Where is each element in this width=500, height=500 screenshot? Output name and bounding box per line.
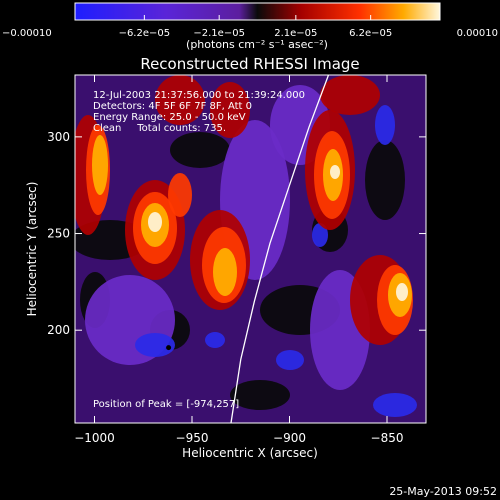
heatmap-blob bbox=[396, 283, 408, 301]
colorbar-tick-label: 2.1e−05 bbox=[274, 28, 317, 39]
annotation-peak-position: Position of Peak = [-974,257] bbox=[93, 399, 239, 410]
heatmap-blob bbox=[170, 132, 230, 168]
heatmap-blob bbox=[365, 140, 405, 220]
solar-limb-curve bbox=[230, 75, 330, 423]
heatmap-blob bbox=[320, 75, 380, 115]
heatmap-blob bbox=[330, 165, 340, 179]
colorbar-ticks bbox=[74, 15, 441, 20]
heatmap-blob bbox=[155, 75, 205, 125]
annotation-detectors: Detectors: 4F 5F 6F 7F 8F, Att 0 bbox=[93, 101, 252, 112]
heatmap-blob bbox=[205, 332, 225, 348]
x-axis-tick-label: −900 bbox=[273, 431, 306, 445]
annotation-energy-range: Energy Range: 25.0 - 50.0 keV bbox=[93, 112, 246, 123]
colorbar-tick-label: −6.2e−05 bbox=[119, 28, 171, 39]
colorbar-tick-label: 6.2e−05 bbox=[349, 28, 392, 39]
heatmap-blob bbox=[210, 82, 250, 138]
y-axis-ticks: 200 250 300 bbox=[47, 130, 426, 337]
x-axis-ticks: −1000 −950 −900 −850 bbox=[74, 75, 403, 445]
y-axis-tick-label: 200 bbox=[47, 323, 70, 337]
heatmap-blob bbox=[375, 105, 395, 145]
colorbar-gradient bbox=[74, 2, 441, 21]
colorbar-units-label: (photons cm⁻² s⁻¹ asec⁻²) bbox=[186, 38, 328, 51]
heatmap-blobs bbox=[75, 75, 417, 417]
x-axis-label: Heliocentric X (arcsec) bbox=[182, 446, 318, 460]
chart-title: Reconstructed RHESSI Image bbox=[140, 55, 359, 73]
colorbar-tick-label: 0.00010 bbox=[457, 28, 498, 39]
y-axis-tick-label: 300 bbox=[47, 130, 70, 144]
y-axis-tick-label: 250 bbox=[47, 227, 70, 241]
colorbar: −0.00010 −6.2e−05 −2.1e−05 2.1e−05 6.2e−05 0.… bbox=[2, 2, 498, 51]
x-axis-tick-label: −1000 bbox=[74, 431, 115, 445]
image-annotations: 12-Jul-2003 21:37:56.000 to 21:39:24.000… bbox=[93, 90, 305, 410]
peak-marker bbox=[166, 345, 172, 351]
footer-date: 25-May-2013 09:52 bbox=[389, 485, 497, 498]
heatmap-blob bbox=[312, 223, 328, 247]
plot-frame bbox=[74, 74, 427, 424]
heatmap-blob bbox=[373, 393, 417, 417]
heatmap-blob bbox=[135, 333, 175, 357]
heatmap-blob bbox=[148, 212, 162, 232]
x-axis-tick-label: −950 bbox=[176, 431, 209, 445]
heatmap-blob bbox=[276, 350, 304, 370]
x-axis-tick-label: −850 bbox=[371, 431, 404, 445]
heatmap-blob bbox=[92, 135, 108, 195]
colorbar-tick-label: −0.00010 bbox=[2, 28, 52, 39]
y-axis-label: Heliocentric Y (arcsec) bbox=[25, 182, 39, 317]
annotation-time-range: 12-Jul-2003 21:37:56.000 to 21:39:24.000 bbox=[93, 90, 305, 101]
heatmap-blob bbox=[213, 248, 237, 296]
colorbar-tick-labels: −0.00010 −6.2e−05 −2.1e−05 2.1e−05 6.2e−05 0.… bbox=[2, 28, 498, 39]
heatmap-blob bbox=[230, 380, 290, 410]
colorbar-tick-label: −2.1e−05 bbox=[193, 28, 245, 39]
annotation-clean: Clean Total counts: 735. bbox=[93, 123, 226, 134]
heatmap-blob bbox=[168, 173, 192, 217]
heatmap-image bbox=[75, 75, 426, 423]
